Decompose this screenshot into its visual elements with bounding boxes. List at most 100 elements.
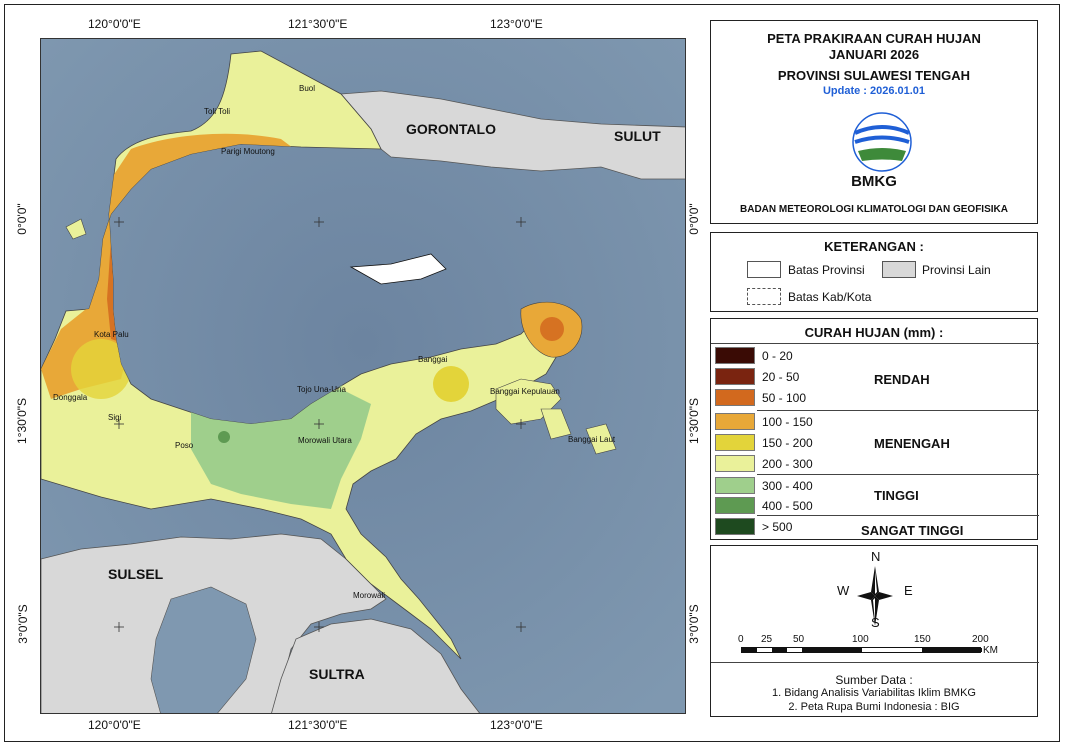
compass-s: S [871,615,880,630]
left-coord-3: 3°0'0"S [16,604,30,644]
category-rendah: RENDAH [874,372,930,387]
swatch-class-4 [715,413,755,430]
swatch-class-7 [715,477,755,494]
rainfall-legend-title: CURAH HUJAN (mm) : [804,325,944,340]
zone-400-500-spot [218,431,230,443]
top-coord-3: 123°0'0"E [490,17,543,31]
swatch-class-9 [715,518,755,535]
class-label-3: 50 - 100 [762,391,807,405]
class-label-7: 300 - 400 [762,479,813,493]
agency-name: BADAN METEOROLOGI KLIMATOLOGI DAN GEOFIS… [740,204,1008,215]
swatch-class-1 [715,347,755,364]
rainfall-map[interactable]: GORONTALO SULUT SULSEL SULTRA Buol Toli … [40,38,686,714]
legend-title: KETERANGAN : [824,239,924,254]
gorontalo-sulut-landmass [340,90,685,180]
right-coord-2: 1°30'0"S [687,397,701,445]
right-coord-3: 3°0'0"S [687,604,701,644]
label-kota-palu: Kota Palu [94,330,129,339]
central-sulawesi-mainland [41,50,572,660]
label-buol: Buol [299,84,316,93]
source-title: Sumber Data : [835,673,913,687]
title-box: PETA PRAKIRAAN CURAH HUJAN JANUARI 2026 … [710,20,1038,224]
banggai-laut-island-a [540,408,572,440]
category-sangat-tinggi: SANGAT TINGGI [861,523,964,538]
source-line-1: 1. Bidang Analisis Variabilitas Iklim BM… [772,687,976,699]
swatch-provinsi-lain [882,261,916,278]
right-coord-1: 0°0'0" [687,203,701,235]
compass-w: W [837,583,850,598]
map-title-line-1: PETA PRAKIRAAN CURAH HUJAN [767,31,981,46]
small-island-west [65,218,87,240]
swatch-batas-kab [747,288,781,305]
divider-3 [757,474,1039,475]
scale-tick-50: 50 [793,634,805,645]
bottom-coord-2: 121°30'0"E [288,718,348,732]
rainfall-legend-box: CURAH HUJAN (mm) : 0 - 20 20 - 50 50 - 1… [710,318,1039,540]
swatch-class-6 [715,455,755,472]
bmkg-logo [850,111,914,173]
label-morowali-utara: Morowali Utara [298,436,352,445]
swatch-class-5 [715,434,755,451]
label-donggala: Donggala [53,393,88,402]
source-divider [711,662,1039,663]
label-sigi: Sigi [108,413,122,422]
zone-150-200-sigi [71,339,131,399]
class-label-6: 200 - 300 [762,457,813,471]
label-sulut: SULUT [614,128,661,144]
bottom-coord-3: 123°0'0"E [490,718,543,732]
divider-2 [757,410,1039,411]
scale-tick-100: 100 [852,634,869,645]
banggai-laut-island-b [585,423,617,455]
legend-box: KETERANGAN : Batas Provinsi Provinsi Lai… [710,232,1038,312]
swatch-batas-provinsi [747,261,781,278]
compass-n: N [871,549,881,564]
label-gorontalo: GORONTALO [406,121,496,137]
label-banggai-laut: Banggai Laut [568,435,616,444]
class-label-2: 20 - 50 [762,370,800,384]
sultra-landmass [271,618,480,713]
compass-rose [853,556,897,636]
bmkg-logo-text: BMKG [851,173,897,190]
label-parigi-moutong: Parigi Moutong [221,147,275,156]
update-date: Update : 2026.01.01 [822,85,926,97]
scale-tick-25: 25 [761,634,773,645]
scale-tick-150: 150 [914,634,931,645]
map-title-line-2: JANUARI 2026 [828,47,920,62]
swatch-class-2 [715,368,755,385]
class-label-4: 100 - 150 [762,415,813,429]
graticule [114,217,526,632]
scale-unit: KM [983,645,998,656]
bone-gulf [150,586,257,713]
category-tinggi: TINGGI [874,488,919,503]
category-menengah: MENENGAH [874,436,950,451]
divider-1 [711,343,1039,344]
peleng-core [540,317,564,341]
label-sulsel: SULSEL [108,566,164,582]
scale-tick-200: 200 [972,634,989,645]
left-coord-1: 0°0'0" [15,203,29,235]
label-toli-toli: Toli Toli [204,107,231,116]
legend-provinsi-lain: Provinsi Lain [922,263,991,277]
swatch-class-3 [715,389,755,406]
bottom-coord-1: 120°0'0"E [88,718,141,732]
left-coord-2: 1°30'0"S [15,397,29,445]
class-label-1: 0 - 20 [762,349,793,363]
map-canvas [41,39,685,713]
togian-islands [349,253,447,285]
class-label-9: > 500 [762,520,793,534]
scale-tick-0: 0 [738,634,744,645]
class-label-5: 150 - 200 [762,436,813,450]
top-coord-2: 121°30'0"E [288,17,348,31]
compass-scale-source-box: N S W E 0 25 50 100 150 200 KM Sumber Da… [710,545,1039,717]
label-banggai-kepulauan: Banggai Kepulauan [490,387,560,396]
scale-bar [741,647,982,653]
legend-batas-kab: Batas Kab/Kota [788,290,872,304]
map-title-line-3: PROVINSI SULAWESI TENGAH [777,68,971,83]
label-tojo-una-una: Tojo Una-Una [297,385,346,394]
divider-4 [757,515,1039,516]
compass-e: E [904,583,913,598]
label-banggai: Banggai [418,355,448,364]
class-label-8: 400 - 500 [762,499,813,513]
top-coord-1: 120°0'0"E [88,17,141,31]
label-poso: Poso [175,441,194,450]
